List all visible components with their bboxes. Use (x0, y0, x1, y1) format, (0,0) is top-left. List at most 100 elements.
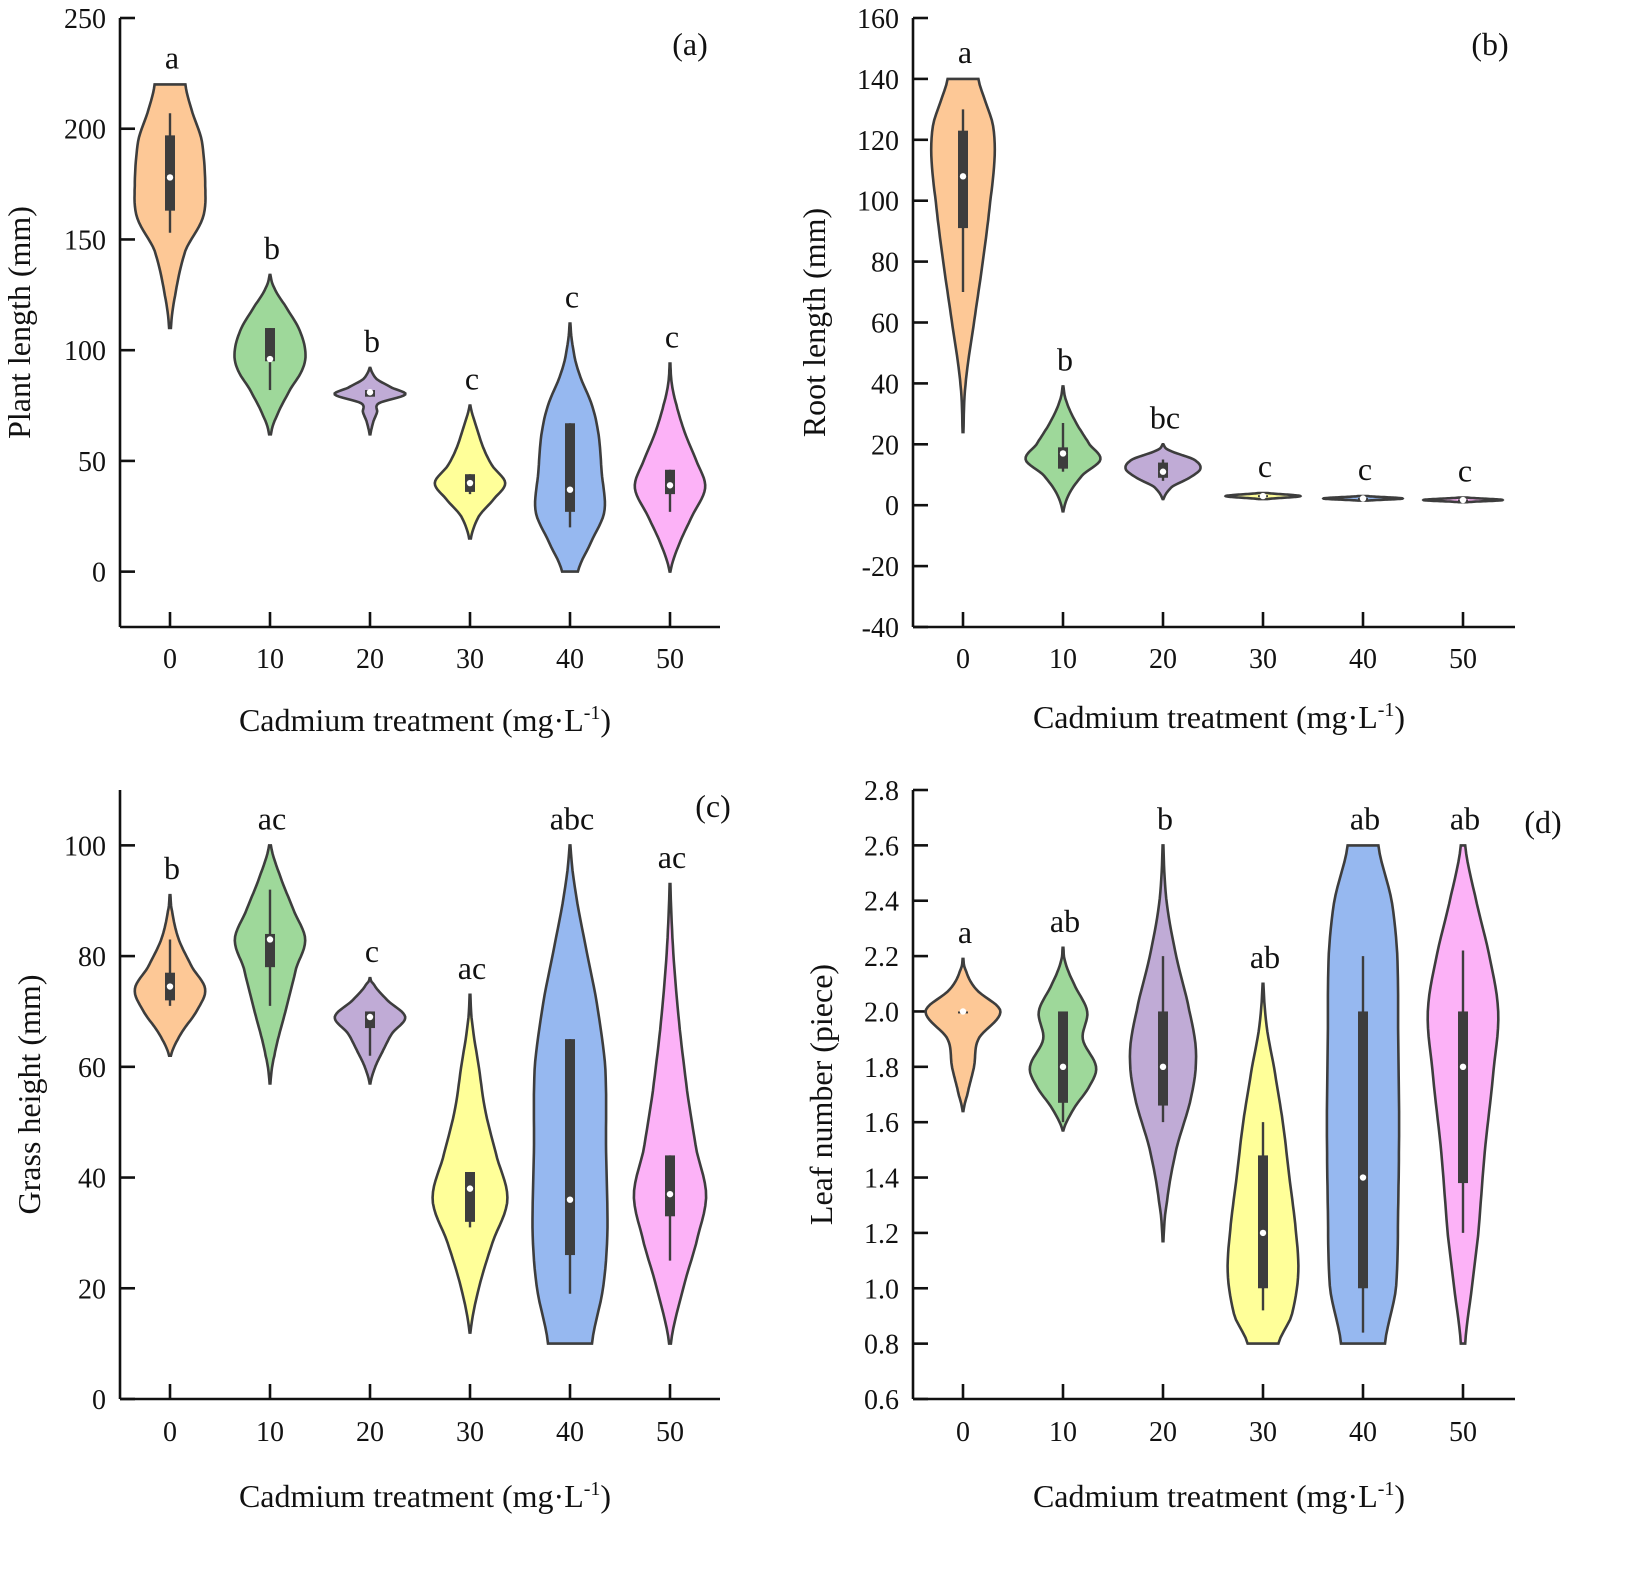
violin-b-40: c (1321, 451, 1405, 502)
x-tick-label: 0 (163, 1417, 177, 1448)
y-tick-label: 140 (857, 65, 899, 96)
y-tick-label: 100 (64, 831, 106, 862)
significance-letter: c (565, 279, 579, 315)
violin-median-dot (566, 1196, 574, 1203)
x-tick-label: 0 (956, 644, 970, 675)
x-tick-label: 50 (1449, 1417, 1477, 1448)
violin-d-10: ab (1028, 903, 1098, 1132)
violin-body (633, 362, 707, 573)
y-tick-label: 0 (92, 1385, 106, 1416)
significance-letter: a (958, 34, 972, 70)
violin-iqr-box (665, 1155, 675, 1217)
x-tick-label: 30 (456, 1417, 484, 1448)
y-tick-label: 40 (871, 369, 899, 400)
violin-median-dot (1159, 1063, 1167, 1071)
y-tick-label: 20 (871, 430, 899, 461)
violin-median-dot (466, 1185, 474, 1192)
significance-letter: c (1358, 451, 1372, 487)
y-tick-label: 1.0 (864, 1274, 899, 1305)
significance-letter: c (1458, 453, 1472, 489)
x-tick-label: 10 (1049, 1417, 1077, 1448)
significance-letter: a (165, 39, 179, 75)
violin-iqr-box (1358, 1011, 1368, 1289)
significance-letter: c (465, 361, 479, 397)
violin-median-dot (1059, 450, 1067, 457)
violin-c-0: b (133, 850, 207, 1057)
violin-d-0: a (924, 914, 1002, 1113)
violin-iqr-box (265, 328, 275, 362)
violin-median-dot (466, 479, 474, 487)
violin-d-30: ab (1226, 939, 1300, 1345)
violin-median-dot (266, 936, 274, 943)
significance-letter: ab (1050, 903, 1080, 939)
violin-c-10: ac (233, 800, 307, 1085)
x-tick-label: 50 (656, 644, 684, 675)
y-tick-label: 2.8 (864, 776, 899, 807)
violin-b-30: c (1223, 448, 1303, 501)
panel-a: 0 50 100 150 200 250 0 10 20 30 40 50 Cadmium treatm… (1, 4, 720, 738)
x-tick-label: 20 (1149, 1417, 1177, 1448)
y-tick-label: -20 (862, 552, 899, 583)
violin-c-30: ac (431, 950, 509, 1334)
violin-iqr-box (1458, 1011, 1468, 1184)
significance-letter: b (164, 850, 180, 886)
violin-median-dot (959, 173, 967, 180)
x-tick-label: 40 (1349, 644, 1377, 675)
violin-median-dot (1259, 1229, 1267, 1237)
violin-median-dot (366, 389, 374, 396)
y-axis-title: Grass height (mm) (11, 975, 47, 1215)
x-tick-label: 40 (1349, 1417, 1377, 1448)
violin-median-dot (366, 1013, 374, 1021)
x-tick-label: 40 (556, 644, 584, 675)
violin-a-20: b (333, 323, 407, 436)
significance-letter: ac (658, 839, 686, 875)
y-tick-label: 40 (78, 1164, 106, 1195)
significance-letter: c (1258, 448, 1272, 484)
panel-label: (d) (1524, 804, 1561, 840)
y-tick-label: 250 (64, 4, 106, 35)
violin-a-40: c (533, 279, 607, 573)
violin-median-dot (166, 983, 174, 990)
panel-label: (a) (672, 26, 708, 62)
y-tick-label: 2.2 (864, 942, 899, 973)
significance-letter: ab (1350, 800, 1380, 836)
y-tick-label: 50 (78, 447, 106, 478)
violin-iqr-box (565, 423, 575, 512)
y-tick-label: 0.6 (864, 1385, 899, 1416)
significance-letter: ac (458, 950, 486, 986)
x-tick-label: 0 (163, 644, 177, 675)
x-axis-title: Cadmium treatment (mg·L-1) (1033, 699, 1405, 735)
violin-median-dot (1459, 1063, 1467, 1071)
y-tick-label: 80 (78, 942, 106, 973)
violin-a-0: a (133, 39, 207, 330)
violin-iqr-box (465, 1172, 475, 1222)
x-tick-label: 10 (1049, 644, 1077, 675)
violin-a-30: c (433, 361, 507, 540)
violin-median-dot (566, 486, 574, 493)
violin-body (433, 404, 507, 540)
y-tick-label: 1.6 (864, 1108, 899, 1139)
y-axis-title: Plant length (mm) (1, 206, 37, 439)
panel-b: -40 -20 0 20 40 60 80 100 120 140 160 0 10 20 30 40 50 Ca… (796, 4, 1515, 735)
y-tick-label: 0 (885, 491, 899, 522)
violin-median-dot (166, 174, 174, 181)
violin-b-0: a (929, 34, 997, 434)
y-tick-label: 100 (64, 336, 106, 367)
x-tick-label: 20 (356, 1417, 384, 1448)
violin-median-dot (1359, 1174, 1367, 1181)
y-tick-label: 1.2 (864, 1219, 899, 1250)
y-tick-label: 2.6 (864, 831, 899, 862)
violin-body (431, 993, 509, 1334)
violin-median-dot (1059, 1063, 1067, 1071)
y-tick-label: 120 (857, 126, 899, 157)
y-tick-label: 1.4 (864, 1164, 899, 1195)
y-tick-label: -40 (862, 613, 899, 644)
y-tick-label: 2.4 (864, 887, 899, 918)
panel-d: 0.6 0.8 1.0 1.2 1.4 1.6 1.8 2.0 2.2 2.4 2.6 2.8 0 10 2… (803, 776, 1562, 1514)
violin-iqr-box (265, 933, 275, 968)
y-tick-label: 60 (871, 309, 899, 340)
significance-letter: ab (1250, 939, 1280, 975)
x-tick-label: 20 (1149, 644, 1177, 675)
y-tick-label: 2.0 (864, 997, 899, 1028)
